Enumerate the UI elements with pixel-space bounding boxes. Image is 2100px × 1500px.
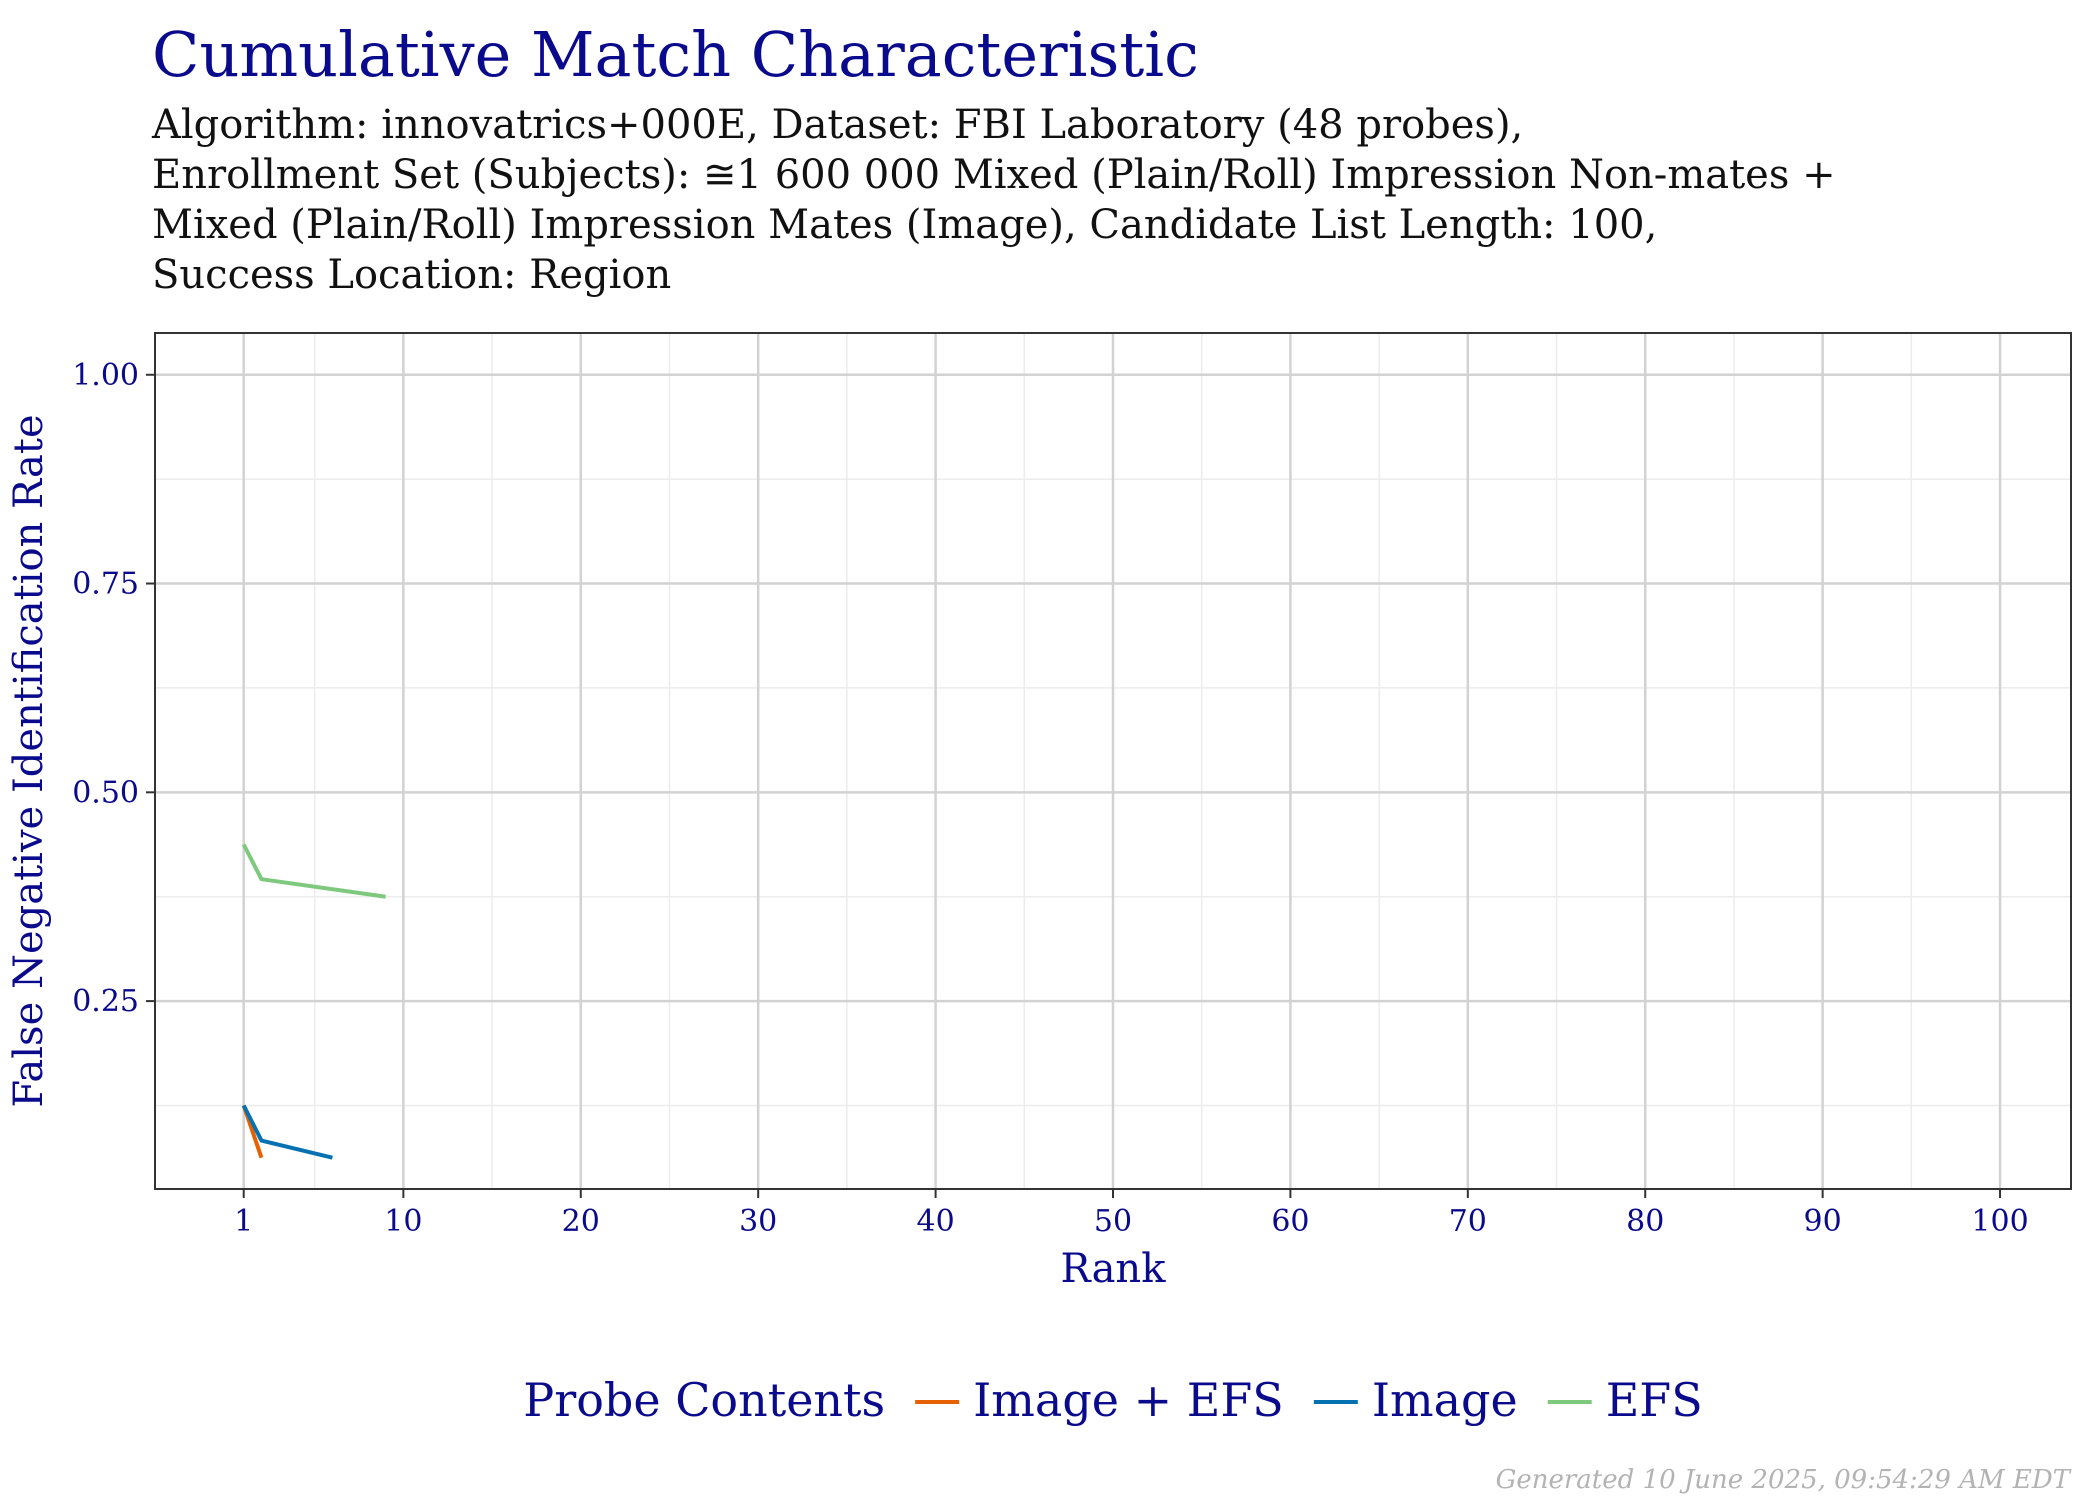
legend-label: Image	[1372, 1373, 1518, 1427]
generated-timestamp: Generated 10 June 2025, 09:54:29 AM EDT	[1495, 1465, 2070, 1495]
legend-label: Image + EFS	[973, 1373, 1284, 1427]
x-tick-label: 50	[1094, 1204, 1132, 1239]
subtitle-line: Enrollment Set (Subjects): ≅1 600 000 Mi…	[152, 152, 1836, 198]
x-axis-title: Rank	[1061, 1246, 1167, 1292]
subtitle-line: Success Location: Region	[152, 252, 672, 298]
x-tick-label: 60	[1271, 1204, 1309, 1239]
y-axis-title: False Negative Identification Rate	[6, 414, 52, 1107]
x-tick-label: 40	[916, 1204, 954, 1239]
legend-title: Probe Contents	[523, 1373, 885, 1427]
x-tick-label: 70	[1449, 1204, 1487, 1239]
chart-subtitle: Algorithm: innovatrics+000E, Dataset: FB…	[152, 100, 1836, 300]
series-line-efs	[241, 843, 386, 899]
x-tick-label: 80	[1626, 1204, 1664, 1239]
legend-label: EFS	[1606, 1373, 1703, 1427]
x-tick-label: 20	[562, 1204, 600, 1239]
subtitle-line: Algorithm: innovatrics+000E, Dataset: FB…	[152, 102, 1524, 148]
series-line-image	[241, 1104, 333, 1160]
chart-title: Cumulative Match Characteristic	[152, 18, 1199, 91]
x-tick-label: 30	[739, 1204, 777, 1239]
x-tick-label: 1	[234, 1204, 253, 1239]
x-tick-label: 100	[1971, 1204, 2028, 1239]
y-tick-label: 0.50	[72, 775, 139, 810]
x-tick-label: 10	[384, 1204, 422, 1239]
x-tick-label: 90	[1804, 1204, 1842, 1239]
subtitle-line: Mixed (Plain/Roll) Impression Mates (Ima…	[152, 202, 1658, 248]
y-tick-label: 0.25	[72, 984, 139, 1019]
y-tick-label: 1.00	[72, 358, 139, 393]
y-tick-label: 0.75	[72, 567, 139, 602]
